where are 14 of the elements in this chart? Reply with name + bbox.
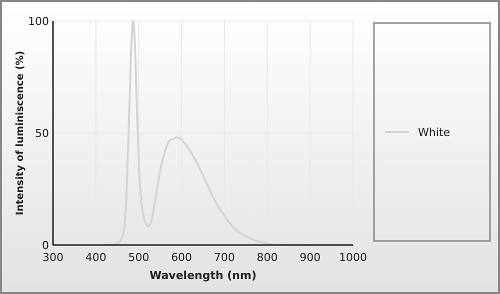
x-tick-label: 800 (256, 251, 278, 264)
x-tick-label: 700 (214, 251, 235, 264)
y-tick-label: 100 (28, 15, 49, 28)
x-tick-label: 900 (300, 251, 321, 264)
x-tick-label: 1000 (339, 251, 367, 264)
x-tick-label: 300 (42, 251, 64, 264)
y-tick-label: 0 (42, 239, 49, 252)
legend-label: White (418, 126, 450, 139)
y-tick-label: 50 (35, 127, 49, 140)
x-tick-label: 500 (128, 251, 150, 264)
y-axis-title: Intensity of luminiscence (%) (15, 50, 26, 216)
x-tick-label: 400 (85, 251, 106, 264)
x-tick-label: 600 (171, 251, 192, 264)
x-axis-title: Wavelength (nm) (150, 269, 256, 282)
